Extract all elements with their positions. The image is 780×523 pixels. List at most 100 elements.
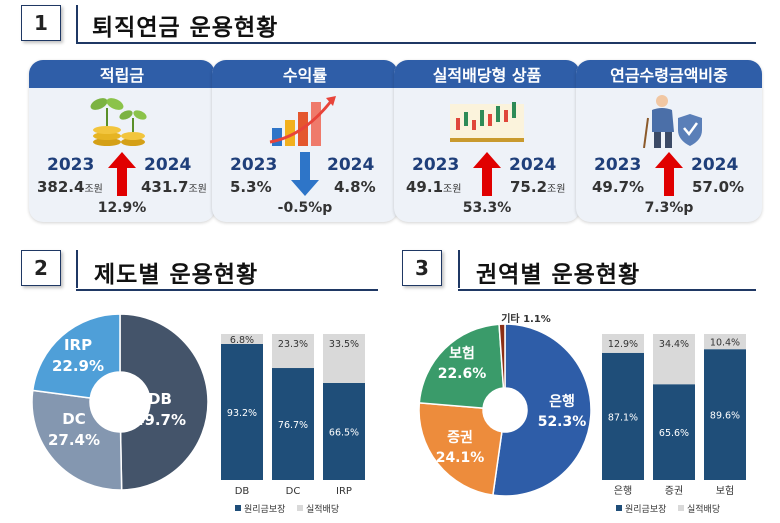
category-label: DB [235, 486, 250, 497]
bar-growth-icon [269, 96, 336, 146]
slice-label: DB [148, 390, 172, 408]
card-title: 연금수령금액비중 [576, 60, 762, 88]
section-divider [458, 250, 460, 288]
up-arrow-icon [655, 152, 683, 196]
slice-label: IRP [64, 336, 92, 354]
up-arrow-icon [108, 152, 136, 196]
category-label: IRP [336, 486, 352, 497]
bar-value-label: 34.4% [659, 339, 689, 350]
legend-swatch [235, 505, 241, 511]
bar-value-label: 87.1% [608, 412, 638, 423]
legend-swatch [297, 505, 303, 511]
value-left: 382.4조원 [37, 178, 103, 196]
bar-value-label: 33.5% [329, 339, 359, 350]
bar-segment [221, 343, 263, 480]
bar-segment [272, 368, 314, 480]
card-title: 적립금 [29, 60, 215, 88]
section-title: 제도별 운용현황 [94, 262, 259, 288]
legend-label: 실적배당 [306, 503, 339, 515]
value-number: 5.3% [230, 178, 272, 196]
value-unit: 조원 [443, 184, 462, 195]
slice-label: 증권 [447, 430, 473, 446]
year-left: 2023 [47, 155, 95, 175]
year-right: 2024 [509, 155, 557, 175]
bar-value-label: 12.9% [608, 339, 638, 350]
section-underline [76, 289, 378, 291]
value-number: 49.1 [406, 178, 444, 196]
section-divider [76, 250, 78, 288]
legend-swatch [616, 505, 622, 511]
value-right: 75.2조원 [510, 178, 565, 196]
bar-segment [704, 349, 746, 480]
bar-value-label: 10.4% [710, 338, 740, 349]
bar-value-label: 66.5% [329, 427, 359, 438]
legend-label: 원리금보장 [244, 504, 285, 515]
section-underline [76, 42, 756, 44]
value-right: 431.7조원 [141, 178, 207, 196]
bar-segment [323, 382, 365, 480]
card-performance-product: 실적배당형 상품 2023 2024 49.1조원 75.2조원 53.3% [394, 60, 580, 222]
year-left: 2023 [230, 155, 278, 175]
year-right: 2024 [327, 155, 375, 175]
value-unit: 조원 [84, 184, 103, 195]
section-title: 퇴직연금 운용현황 [92, 15, 279, 41]
legend-swatch [678, 505, 684, 511]
category-label: DC [286, 486, 301, 497]
value-number: 431.7 [141, 178, 189, 196]
donut-slice [31, 389, 123, 491]
candlestick-icon [450, 102, 524, 142]
donut-slice [31, 313, 121, 399]
change-value: -0.5%p [277, 200, 333, 216]
bar-value-label: 6.8% [230, 335, 254, 346]
section-underline [458, 289, 756, 291]
change-value: 53.3% [462, 200, 512, 216]
bar-value-label: 76.7% [278, 420, 308, 431]
legend-label: 원리금보장 [625, 504, 666, 515]
slice-label-other: 기타 1.1% [501, 312, 551, 325]
bar-value-label: 89.6% [710, 411, 740, 422]
sector-donut-chart: 은행 52.3% 증권 24.1% 보험 22.6% 기타 1.1% [418, 312, 592, 497]
section-number: 3 [402, 250, 442, 286]
bar-segment [653, 384, 695, 480]
legend-label: 실적배당 [687, 503, 720, 515]
up-arrow-icon [473, 152, 501, 196]
bar-segment [704, 334, 746, 350]
value-left: 49.7% [592, 178, 644, 196]
section-number: 1 [21, 5, 61, 41]
value-number: 57.0% [692, 178, 745, 196]
sector-stacked-bar-chart: 87.1% 12.9% 은행 65.6% 34.4% 증권 89.6% 10.4% 보험원리금보… [602, 334, 746, 515]
year-right: 2024 [144, 155, 192, 175]
donut-slice [119, 313, 209, 491]
plan-type-donut-chart: DB 49.7% DC 27.4% IRP 22.9% [31, 313, 209, 491]
slice-label: 보험 [449, 345, 475, 362]
year-left: 2023 [594, 155, 642, 175]
bar-value-label: 65.6% [659, 428, 689, 439]
section-divider [76, 5, 78, 43]
slice-value: 22.6% [438, 366, 487, 382]
year-left: 2023 [412, 155, 460, 175]
donut-slice [498, 323, 506, 389]
bar-segment [221, 334, 263, 344]
bar-segment [602, 352, 644, 480]
value-number: 75.2 [510, 178, 548, 196]
card-title: 실적배당형 상품 [394, 60, 580, 88]
category-label: 증권 [665, 485, 683, 497]
bar-value-label: 93.2% [227, 408, 257, 419]
slice-value: 27.4% [48, 431, 100, 449]
bar-segment [653, 334, 695, 385]
value-unit: 조원 [188, 184, 207, 195]
slice-value: 49.7% [134, 411, 186, 429]
change-value: 12.9% [97, 200, 147, 216]
card-pension-ratio: 연금수령금액비중 2023 2024 49.7% 57.0% 7.3%p [576, 60, 762, 222]
category-label: 은행 [614, 485, 632, 497]
down-arrow-icon [291, 152, 319, 196]
donut-slice [492, 323, 592, 497]
section-title: 권역별 운용현황 [476, 262, 641, 288]
card-return: 수익률 2023 2024 5.3% 4.8% -0.5%p [212, 60, 398, 222]
section-number: 2 [21, 250, 61, 286]
value-unit: 조원 [547, 184, 566, 195]
slice-value: 52.3% [538, 414, 587, 430]
value-right: 4.8% [334, 178, 376, 196]
slice-value: 24.1% [436, 450, 485, 466]
slice-label: DC [62, 410, 85, 428]
